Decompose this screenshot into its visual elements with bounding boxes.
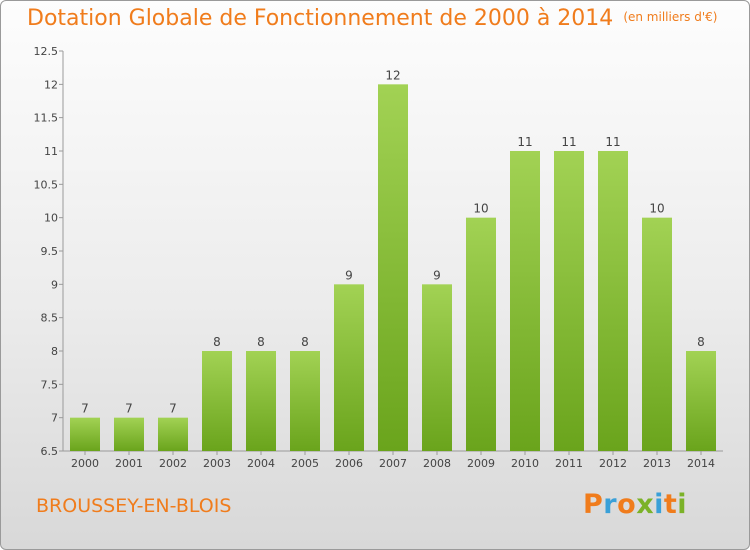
bar-2014: [686, 351, 716, 451]
x-tick-label: 2005: [291, 457, 319, 470]
logo-letter: i: [677, 489, 688, 520]
x-tick-label: 2008: [423, 457, 451, 470]
x-tick-label: 2003: [203, 457, 231, 470]
bar-2010: [510, 151, 540, 451]
logo-letter: o: [617, 489, 637, 520]
y-tick-label: 11.5: [34, 112, 59, 125]
data-label: 10: [649, 202, 664, 216]
title-text: Dotation Globale de Fonctionnement de 20…: [27, 6, 614, 31]
x-tick-label: 2007: [379, 457, 407, 470]
y-tick-label: 8.5: [41, 312, 59, 325]
data-label: 9: [345, 268, 353, 282]
logo-letter: r: [603, 489, 618, 520]
bar-2011: [554, 151, 584, 451]
data-label: 11: [605, 135, 620, 149]
data-label: 7: [125, 402, 133, 416]
data-label: 7: [169, 402, 177, 416]
data-label: 8: [697, 335, 705, 349]
bar-2005: [290, 351, 320, 451]
logo-letter: i: [654, 489, 664, 520]
data-label: 11: [561, 135, 576, 149]
y-tick-label: 8: [51, 345, 58, 358]
bar-2008: [422, 284, 452, 451]
y-tick-label: 10: [44, 212, 58, 225]
chart-title: Dotation Globale de Fonctionnement de 20…: [27, 6, 717, 31]
bar-2012: [598, 151, 628, 451]
bar-2007: [378, 84, 408, 451]
data-label: 7: [81, 402, 89, 416]
bar-2001: [114, 417, 144, 451]
y-tick-label: 7.5: [41, 378, 59, 391]
data-label: 10: [473, 202, 488, 216]
x-tick-label: 2000: [71, 457, 99, 470]
y-tick-label: 10.5: [34, 178, 59, 191]
unit-label: (en milliers d'€): [623, 10, 718, 24]
data-labels: 7 7 7 8 8 8 9 12 9 10 11 11 11 10 8: [81, 68, 705, 415]
bar-2003: [202, 351, 232, 451]
x-tick-label: 2013: [643, 457, 671, 470]
x-axis: 2000 2001 2002 2003 2004 2005 2006 2007 2008 2009…: [63, 450, 723, 470]
y-tick-label: 12: [44, 78, 58, 91]
bar-2000: [70, 417, 100, 451]
x-tick-label: 2014: [687, 457, 715, 470]
y-tick-label: 9.5: [41, 245, 59, 258]
commune-name: BROUSSEY-EN-BLOIS: [36, 495, 232, 517]
x-tick-label: 2006: [335, 457, 363, 470]
y-tick-label: 12.5: [34, 45, 59, 58]
bar-2006: [334, 284, 364, 451]
bars: [70, 84, 716, 451]
x-tick-label: 2002: [159, 457, 187, 470]
x-tick-label: 2011: [555, 457, 583, 470]
y-tick-label: 7: [51, 412, 58, 425]
y-tick-label: 9: [51, 278, 58, 291]
y-tick-label: 11: [44, 145, 58, 158]
x-tick-label: 2012: [599, 457, 627, 470]
bar-2004: [246, 351, 276, 451]
y-axis: 6.5 7 7.5 8 8.5 9 9.5 10 10.5 11 11.5 12 12.5: [34, 45, 64, 458]
x-tick-label: 2010: [511, 457, 539, 470]
data-label: 8: [301, 335, 309, 349]
data-label: 12: [385, 68, 400, 82]
x-tick-label: 2001: [115, 457, 143, 470]
logo-letter: P: [583, 489, 604, 520]
bar-2009: [466, 217, 496, 451]
proxiti-logo: Proxiti: [583, 489, 687, 520]
data-label: 11: [517, 135, 532, 149]
x-tick-label: 2004: [247, 457, 275, 470]
data-label: 9: [433, 268, 441, 282]
data-label: 8: [213, 335, 221, 349]
data-label: 8: [257, 335, 265, 349]
bar-2013: [642, 217, 672, 451]
logo-letter: t: [663, 489, 678, 520]
logo-letter: x: [636, 489, 655, 520]
x-tick-label: 2009: [467, 457, 495, 470]
y-tick-label: 6.5: [41, 445, 59, 458]
bar-2002: [158, 417, 188, 451]
